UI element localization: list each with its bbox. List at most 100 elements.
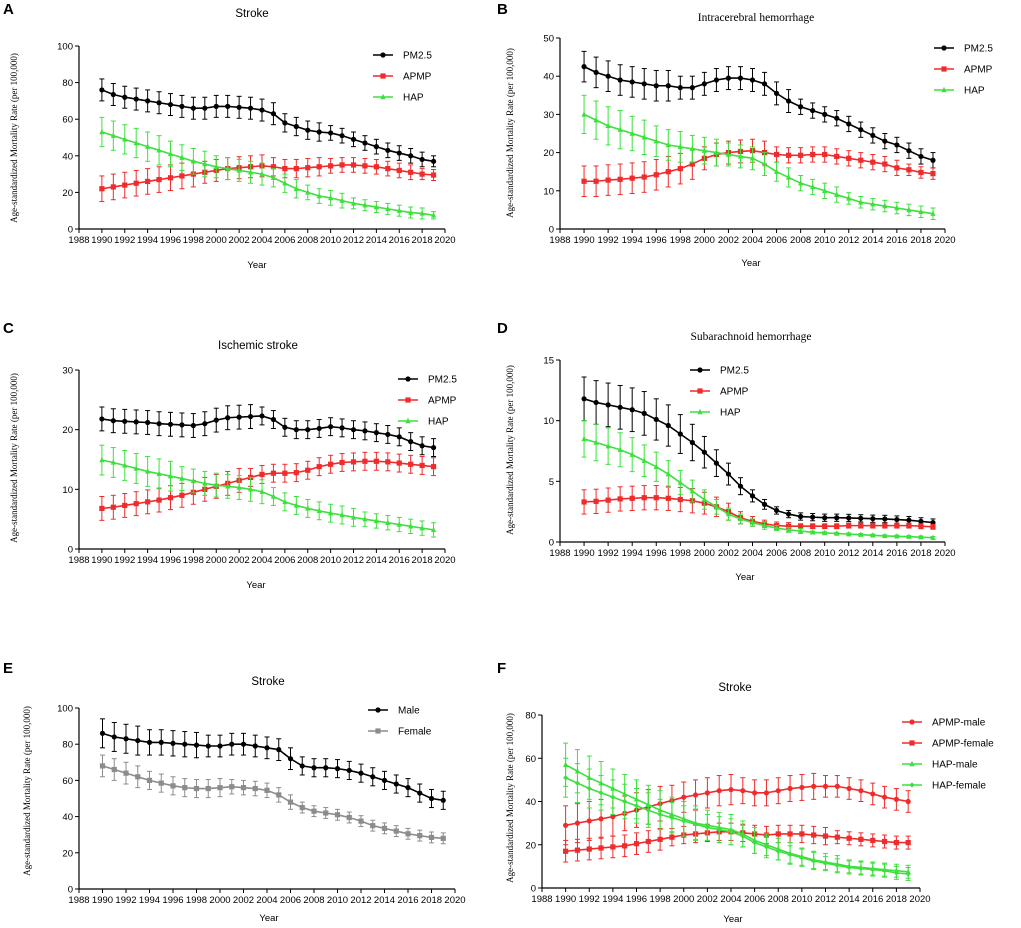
data-point — [810, 514, 816, 520]
data-point — [133, 501, 139, 507]
x-tick-label: 1992 — [598, 235, 619, 246]
legend-label: HAP — [428, 417, 449, 428]
data-point — [822, 111, 828, 117]
x-tick-label: 1996 — [626, 894, 647, 905]
x-tick-label: 1988 — [549, 235, 570, 246]
x-tick-label: 1996 — [162, 895, 183, 906]
y-tick-label: 0 — [68, 545, 73, 556]
x-tick-label: 2008 — [297, 555, 318, 566]
data-point — [270, 174, 277, 180]
data-point — [773, 524, 780, 531]
data-point — [893, 839, 899, 846]
data-point — [641, 81, 647, 87]
data-point — [858, 127, 864, 133]
data-point — [725, 151, 732, 157]
data-point — [906, 148, 912, 154]
legend-entry: Male — [368, 706, 420, 717]
data-point — [677, 166, 683, 172]
data-point — [405, 785, 411, 791]
data-point — [785, 523, 792, 529]
data-point — [785, 98, 792, 104]
x-tick-label: 2002 — [718, 235, 739, 246]
data-point — [167, 473, 174, 479]
data-point — [775, 848, 781, 854]
data-point — [773, 151, 780, 158]
data-point — [665, 169, 671, 175]
y-axis-label: Age-standardized Mortality Rate (per 100… — [505, 713, 515, 883]
x-tick-label: 2016 — [862, 894, 883, 905]
data-point — [259, 471, 265, 478]
y-tick-label: 10 — [543, 186, 554, 197]
legend-label: Female — [398, 727, 432, 738]
data-point — [373, 458, 379, 464]
y-tick-label: 80 — [62, 78, 73, 89]
legend-entry: PM2.5 — [690, 366, 749, 377]
legend-marker — [697, 408, 703, 415]
data-point — [822, 187, 828, 193]
data-point — [179, 422, 185, 428]
x-tick-label: 1990 — [92, 895, 113, 906]
data-point — [334, 812, 341, 818]
series-line — [583, 438, 934, 539]
data-point — [918, 533, 924, 540]
data-point — [259, 413, 265, 419]
x-tick-label: 2020 — [434, 235, 455, 246]
data-point — [581, 499, 587, 505]
x-tick-label: 2002 — [229, 555, 250, 566]
x-tick-label: 2010 — [814, 235, 835, 246]
data-point — [293, 123, 299, 130]
data-point — [713, 149, 720, 155]
x-tick-label: 1990 — [555, 894, 576, 905]
data-point — [906, 167, 912, 173]
series-line — [101, 415, 434, 449]
data-point — [373, 517, 379, 524]
legend-entry: APMP — [934, 65, 993, 76]
data-point — [605, 402, 611, 408]
chart-title: Intracerebral hemorrhage — [698, 12, 815, 24]
data-point — [810, 523, 816, 529]
data-point — [622, 798, 628, 805]
data-point — [213, 417, 219, 423]
data-point — [677, 496, 683, 503]
x-tick-label: 1992 — [114, 555, 135, 566]
panel-b: B Intracerebral hemorrhage Year Age-stan… — [497, 1, 993, 269]
data-point — [385, 147, 391, 153]
x-tick-label: 1996 — [160, 555, 181, 566]
x-tick-label: 2000 — [694, 548, 715, 559]
x-tick-label: 1988 — [68, 555, 89, 566]
legend-marker — [380, 52, 386, 58]
series-PM2.5 — [99, 78, 437, 168]
x-tick-label: 1992 — [579, 894, 600, 905]
data-point — [775, 831, 781, 837]
data-point — [740, 833, 746, 839]
data-point — [918, 518, 924, 524]
data-point — [282, 470, 288, 476]
series-line — [583, 398, 934, 524]
data-point — [713, 503, 720, 510]
data-point — [834, 115, 840, 121]
data-point — [581, 64, 587, 70]
x-tick-label: 2014 — [374, 895, 395, 906]
data-point — [930, 524, 936, 530]
data-point — [581, 111, 587, 117]
data-point — [692, 821, 699, 827]
data-point — [629, 495, 635, 501]
data-point — [225, 415, 231, 421]
data-point — [145, 468, 151, 474]
data-point — [906, 533, 912, 539]
chart-title: Stroke — [235, 8, 268, 20]
data-point — [123, 736, 129, 742]
data-point — [419, 156, 425, 163]
data-point — [370, 823, 376, 829]
data-point — [111, 734, 117, 740]
x-tick-label: 1998 — [183, 235, 204, 246]
legend-entry: HAP — [398, 417, 449, 428]
x-tick-label: 2012 — [343, 555, 364, 566]
data-point — [293, 185, 299, 191]
y-tick-label: 0 — [531, 884, 536, 895]
data-point — [259, 488, 265, 494]
y-tick-label: 40 — [62, 812, 73, 823]
data-point — [339, 162, 345, 168]
